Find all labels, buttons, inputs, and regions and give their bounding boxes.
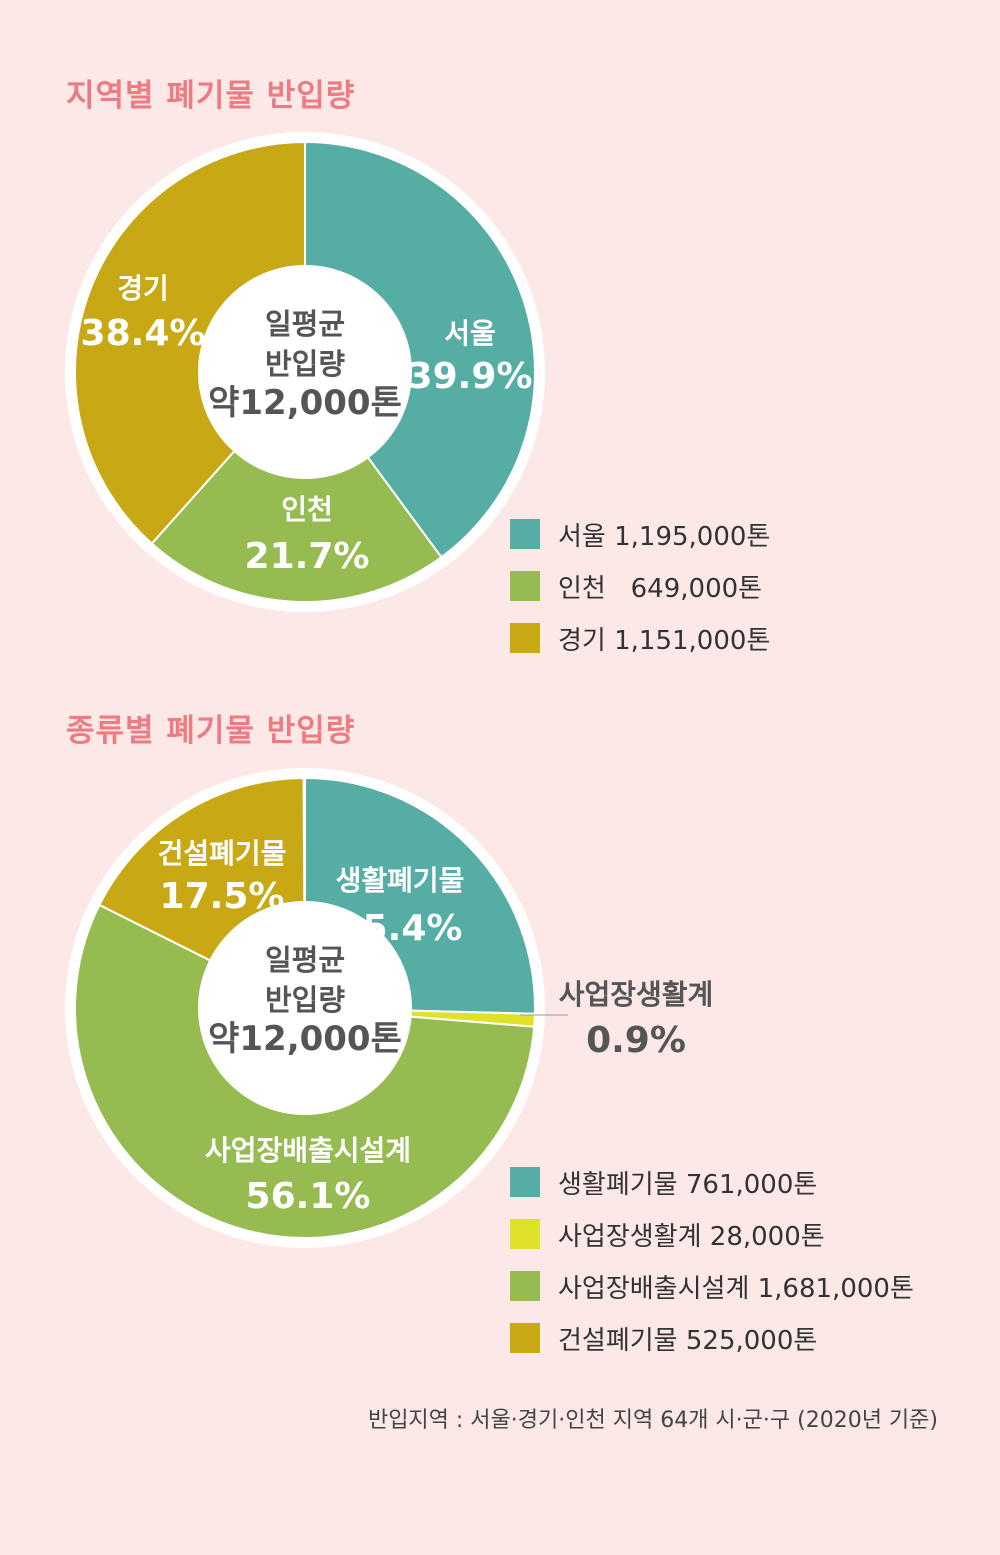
legend-swatch: [510, 1271, 540, 1301]
legend-label: 사업장배출시설계 1,681,000톤: [558, 1273, 914, 1304]
slice-name-label: 사업장배출시설계: [205, 1134, 411, 1167]
legend-item: 인천 649,000톤: [510, 560, 770, 612]
legend-item: 서울 1,195,000톤: [510, 508, 770, 560]
donut-center: [198, 265, 412, 479]
slice-percent-label: 0.9%: [586, 1020, 686, 1061]
slice-percent-label: 21.7%: [245, 536, 370, 577]
legend-item: 건설폐기물 525,000톤: [510, 1312, 914, 1364]
slice-percent-label: 25.4%: [338, 908, 463, 949]
slice-서울: [304, 140, 536, 559]
center-label-line: 약12,000톤: [208, 1019, 402, 1059]
slice-경기: [74, 140, 306, 545]
center-label-line: 일평균: [265, 307, 345, 341]
slice-name-label: 사업장생활계: [559, 978, 714, 1011]
center-label-line: 일평균: [265, 943, 345, 977]
legend-swatch: [510, 519, 540, 549]
slice-name-label: 인천: [281, 493, 333, 526]
slice-percent-label: 56.1%: [246, 1176, 371, 1217]
slice-percent-label: 39.9%: [408, 356, 533, 397]
slice-name-label: 경기: [117, 272, 169, 305]
legend-item: 생활폐기물 761,000톤: [510, 1156, 914, 1208]
slice-percent-label: 38.4%: [81, 313, 206, 354]
donut-center: [198, 901, 412, 1115]
legend-label: 인천 649,000톤: [558, 573, 763, 604]
legend-swatch: [510, 571, 540, 601]
center-label-line: 약12,000톤: [208, 383, 402, 423]
center-label-line: 반입량: [265, 983, 345, 1017]
chart2-title: 종류별 폐기물 반입량: [66, 713, 356, 749]
legend-swatch: [510, 1167, 540, 1197]
slice-name-label: 생활폐기물: [336, 864, 465, 897]
legend-label: 생활폐기물 761,000톤: [558, 1169, 818, 1200]
legend-label: 사업장생활계 28,000톤: [558, 1221, 825, 1252]
slice-인천: [150, 370, 443, 603]
center-label-line: 반입량: [265, 347, 345, 381]
slice-name-label: 서울: [444, 317, 496, 350]
slice-percent-label: 17.5%: [160, 876, 285, 917]
chart1-title: 지역별 폐기물 반입량: [66, 78, 356, 114]
legend-item: 경기 1,151,000톤: [510, 612, 770, 664]
slice-name-label: 건설폐기물: [158, 837, 287, 870]
legend-swatch: [510, 623, 540, 653]
legend-item: 사업장생활계 28,000톤: [510, 1208, 914, 1260]
legend-label: 서울 1,195,000톤: [558, 521, 771, 552]
legend-item: 사업장배출시설계 1,681,000톤: [510, 1260, 914, 1312]
legend-swatch: [510, 1323, 540, 1353]
legend-swatch: [510, 1219, 540, 1249]
legend-label: 건설폐기물 525,000톤: [558, 1325, 818, 1356]
footnote: 반입지역 : 서울·경기·인천 지역 64개 시·군·구 (2020년 기준): [367, 1408, 938, 1433]
legend-label: 경기 1,151,000톤: [558, 625, 771, 656]
